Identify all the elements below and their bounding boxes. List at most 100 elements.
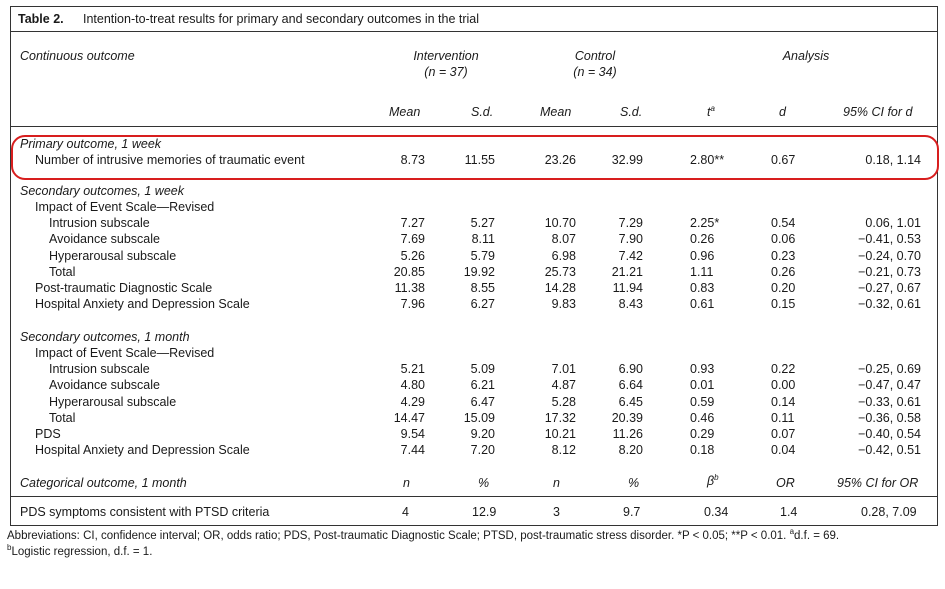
cell-ci: −0.33, 0.61 bbox=[858, 394, 921, 409]
cell-ci: −0.42, 0.51 bbox=[858, 443, 921, 458]
cell-mean-control: 4.87 bbox=[551, 378, 576, 393]
header-sd-control: S.d. bbox=[620, 105, 643, 119]
table-title-bar: Table 2. Intention-to-treat results for … bbox=[11, 7, 937, 32]
cell-n-control: 3 bbox=[553, 505, 560, 519]
cell-ci: −0.27, 0.67 bbox=[858, 281, 921, 295]
header-pct-intervention: % bbox=[478, 476, 490, 490]
cell-d: 0.00 bbox=[771, 378, 796, 393]
cell-mean-control: 10.21 bbox=[544, 427, 576, 441]
cell-ci: −0.41, 0.53 bbox=[858, 232, 921, 247]
cell-sd-control: 32.99 bbox=[611, 153, 643, 167]
cell-mean-control: 25.73 bbox=[544, 264, 576, 279]
cell-mean-intervention: 7.27 bbox=[400, 216, 425, 231]
cell-d: 0.15 bbox=[771, 297, 796, 312]
cell-mean-control: 8.12 bbox=[551, 443, 576, 458]
cell-t: 0.59 bbox=[690, 394, 715, 409]
cell-t: 0.46 bbox=[690, 410, 715, 425]
cell-t: 0.26 bbox=[690, 232, 715, 247]
row-label: PDS bbox=[35, 427, 61, 441]
cell-ci: 0.06, 1.01 bbox=[865, 216, 921, 231]
header-intervention-n: (n = 37) bbox=[424, 65, 468, 79]
cell-d: 0.20 bbox=[771, 281, 796, 295]
cell-d: 0.67 bbox=[771, 153, 796, 167]
row-label: Intrusion subscale bbox=[49, 216, 150, 231]
cell-sd-intervention: 6.21 bbox=[470, 378, 495, 393]
categorical-rule bbox=[11, 496, 937, 497]
header-n-control: n bbox=[553, 476, 560, 490]
row-label: Hospital Anxiety and Depression Scale bbox=[35, 297, 250, 312]
cell-sd-control: 21.21 bbox=[611, 264, 643, 279]
cell-mean-control: 17.32 bbox=[544, 410, 576, 425]
cell-pct-control: 9.7 bbox=[623, 505, 641, 519]
cell-sd-control: 8.20 bbox=[618, 443, 643, 458]
cell-sd-control: 6.45 bbox=[618, 394, 643, 409]
cell-n-intervention: 4 bbox=[402, 505, 409, 519]
row-label: Impact of Event Scale—Revised bbox=[35, 346, 215, 360]
cell-sd-intervention: 19.92 bbox=[463, 264, 495, 279]
header-ci-d: 95% CI for d bbox=[843, 105, 913, 119]
cell-d: 0.14 bbox=[771, 394, 796, 409]
cell-sd-intervention: 8.11 bbox=[471, 232, 495, 247]
week-heading: Secondary outcomes, 1 week bbox=[20, 184, 184, 198]
cell-d: 0.04 bbox=[771, 443, 796, 458]
header-t: ta bbox=[707, 103, 715, 119]
cell-pct-intervention: 12.9 bbox=[472, 505, 497, 519]
cell-beta: 0.34 bbox=[704, 505, 729, 519]
row-label: Hyperarousal subscale bbox=[49, 394, 177, 409]
header-mean-control: Mean bbox=[540, 105, 572, 119]
cell-sd-intervention: 5.27 bbox=[470, 216, 495, 231]
cell-sd-intervention: 5.09 bbox=[470, 362, 495, 377]
row-label: Intrusion subscale bbox=[49, 362, 150, 377]
cell-t: 0.61 bbox=[690, 297, 715, 312]
cell-t: 0.29 bbox=[690, 427, 715, 441]
cell-mean-intervention: 7.44 bbox=[400, 443, 425, 458]
footnote-logistic: bLogistic regression, d.f. = 1. bbox=[7, 543, 153, 558]
cell-sd-control: 7.90 bbox=[618, 232, 643, 247]
cell-d: 0.07 bbox=[771, 427, 796, 441]
cell-mean-control: 5.28 bbox=[551, 394, 576, 409]
cell-mean-control: 23.26 bbox=[544, 153, 576, 167]
header-or: OR bbox=[776, 476, 795, 490]
cell-t: 0.83 bbox=[690, 281, 715, 295]
cell-sd-control: 6.90 bbox=[618, 362, 643, 377]
header-control-n: (n = 34) bbox=[573, 65, 617, 79]
cell-mean-control: 10.70 bbox=[544, 216, 576, 231]
cell-t: 2.25* bbox=[690, 216, 720, 231]
cell-ci: −0.24, 0.70 bbox=[858, 248, 921, 263]
cell-t: 0.01 bbox=[690, 378, 715, 393]
row-label: PDS symptoms consistent with PTSD criter… bbox=[20, 505, 270, 519]
row-label: Avoidance subscale bbox=[49, 232, 160, 247]
cell-mean-control: 8.07 bbox=[551, 232, 576, 247]
cell-d: 0.22 bbox=[771, 362, 796, 377]
cell-mean-intervention: 11.38 bbox=[394, 281, 425, 295]
cell-sd-intervention: 6.47 bbox=[470, 394, 495, 409]
header-sd-intervention: S.d. bbox=[471, 105, 494, 119]
cell-d: 0.11 bbox=[771, 410, 795, 425]
header-d: d bbox=[779, 105, 786, 119]
row-label: Post-traumatic Diagnostic Scale bbox=[35, 281, 213, 295]
cell-t: 0.93 bbox=[690, 362, 715, 377]
header-rule bbox=[11, 126, 937, 127]
cell-ci: −0.25, 0.69 bbox=[858, 362, 921, 377]
cell-sd-intervention: 8.55 bbox=[470, 281, 495, 295]
cell-d: 0.06 bbox=[771, 232, 796, 247]
month-heading: Secondary outcomes, 1 month bbox=[20, 330, 190, 344]
header-n-intervention: n bbox=[403, 476, 410, 490]
cell-mean-intervention: 14.47 bbox=[393, 410, 425, 425]
cell-mean-intervention: 4.80 bbox=[400, 378, 425, 393]
cell-ci: −0.40, 0.54 bbox=[858, 427, 921, 441]
results-table: Table 2. Intention-to-treat results for … bbox=[10, 6, 939, 526]
header-analysis: Analysis bbox=[782, 49, 830, 63]
cell-mean-intervention: 9.54 bbox=[400, 427, 425, 441]
header-pct-control: % bbox=[628, 476, 640, 490]
header-mean-intervention: Mean bbox=[389, 105, 421, 119]
cell-d: 0.23 bbox=[771, 248, 796, 263]
row-label: Hospital Anxiety and Depression Scale bbox=[35, 443, 250, 458]
cell-ci: 0.18, 1.14 bbox=[865, 153, 921, 167]
cell-sd-control: 20.39 bbox=[611, 410, 643, 425]
cell-sd-control: 7.29 bbox=[618, 216, 643, 231]
cell-sd-control: 8.43 bbox=[618, 297, 643, 312]
cell-mean-intervention: 7.69 bbox=[400, 232, 425, 247]
row-label: Total bbox=[49, 410, 76, 425]
cell-ci: −0.32, 0.61 bbox=[858, 297, 921, 312]
